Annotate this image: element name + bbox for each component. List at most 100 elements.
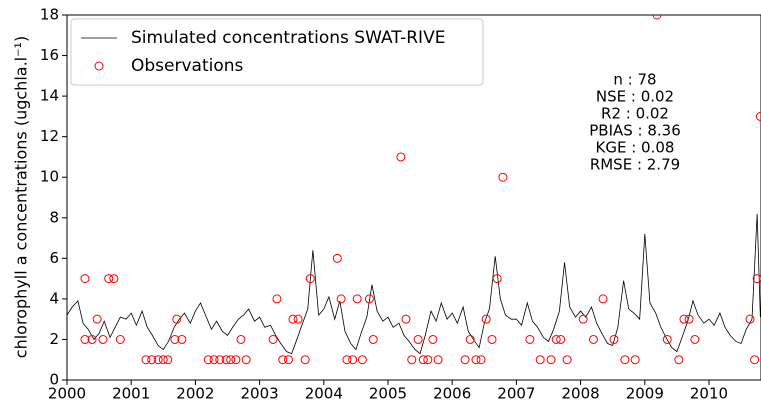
observation-point (465, 334, 475, 344)
stats-annotation: NSE : 0.02 (596, 88, 674, 106)
observation-point (141, 355, 151, 365)
x-tick-label: 2010 (690, 385, 728, 403)
y-tick-label: 12 (40, 127, 59, 145)
simulated-line (67, 213, 761, 355)
x-tick-label: 2003 (241, 385, 279, 403)
stats-annotation: n : 78 (613, 71, 656, 89)
plot-area (67, 15, 761, 365)
x-tick-label: 2006 (433, 385, 471, 403)
observation-point (679, 314, 689, 324)
observation-point (109, 274, 119, 284)
observation-point (487, 334, 497, 344)
observation-point (158, 355, 168, 365)
observation-point (750, 355, 760, 365)
stats-annotation: RMSE : 2.79 (590, 156, 680, 174)
observation-point (551, 334, 561, 344)
observation-point (342, 355, 352, 365)
observation-point (690, 334, 700, 344)
y-tick-label: 8 (49, 208, 59, 226)
legend-label: Observations (131, 56, 244, 76)
observation-point (546, 355, 556, 365)
x-tick-label: 2009 (626, 385, 664, 403)
stats-annotation: KGE : 0.08 (596, 139, 675, 157)
observation-point (352, 294, 362, 304)
observation-point (283, 355, 293, 365)
stats-annotation: R2 : 0.02 (601, 105, 669, 123)
observation-point (80, 334, 90, 344)
observation-point (652, 15, 662, 20)
observation-point (598, 294, 608, 304)
observation-point (153, 355, 163, 365)
observation-point (674, 355, 684, 365)
x-tick-label: 2005 (369, 385, 407, 403)
observation-point (226, 355, 236, 365)
observation-point (336, 294, 346, 304)
observation-point (92, 314, 102, 324)
x-tick-label: 2002 (176, 385, 214, 403)
observation-point (630, 355, 640, 365)
observation-point (578, 314, 588, 324)
observation-point (755, 111, 761, 121)
observation-point (357, 355, 367, 365)
observation-point (236, 334, 246, 344)
observation-point (163, 355, 173, 365)
plot-frame (66, 14, 761, 381)
observation-point (662, 334, 672, 344)
observation-point (364, 294, 374, 304)
observation-point (562, 355, 572, 365)
x-tick-label: 2001 (112, 385, 150, 403)
observation-point (172, 314, 182, 324)
observation-point (556, 334, 566, 344)
observation-point (525, 334, 535, 344)
legend-marker (94, 61, 104, 71)
legend-label: Simulated concentrations SWAT-RIVE (131, 28, 445, 48)
observation-point (80, 274, 90, 284)
observation-point (104, 274, 114, 284)
x-tick-label: 2008 (562, 385, 600, 403)
observation-point (471, 355, 481, 365)
y-tick-label: 14 (40, 87, 59, 105)
observation-point (87, 334, 97, 344)
observation-point (147, 355, 157, 365)
observation-point (241, 355, 251, 365)
observation-point (170, 334, 180, 344)
observation-point (368, 334, 378, 344)
observation-point (609, 334, 619, 344)
observation-point (203, 355, 213, 365)
observation-point (305, 274, 315, 284)
y-tick-label: 4 (49, 289, 59, 307)
x-tick-label: 2007 (497, 385, 535, 403)
observation-point (433, 355, 443, 365)
observation-point (215, 355, 225, 365)
observation-point (268, 334, 278, 344)
observation-point (407, 355, 417, 365)
observation-point (413, 334, 423, 344)
observation-point (418, 355, 428, 365)
observation-point (752, 274, 761, 284)
observation-point (620, 355, 630, 365)
observation-point (272, 294, 282, 304)
y-tick-label: 0 (49, 371, 59, 389)
observation-point (348, 355, 358, 365)
observation-point (332, 253, 342, 263)
observation-point (498, 172, 508, 182)
observation-point (428, 334, 438, 344)
observation-point (401, 314, 411, 324)
observation-point (115, 334, 125, 344)
observation-point (423, 355, 433, 365)
observation-point (293, 314, 303, 324)
observation-point (98, 334, 108, 344)
observation-point (481, 314, 491, 324)
y-tick-label: 16 (40, 46, 59, 64)
observation-point (535, 355, 545, 365)
observation-point (460, 355, 470, 365)
y-axis-label: chlorophyll a concentrations (ugchla.l⁻¹… (12, 36, 31, 358)
y-tick-label: 10 (40, 168, 59, 186)
observation-point (492, 274, 502, 284)
observation-point (209, 355, 219, 365)
observation-point (300, 355, 310, 365)
stats-annotation: PBIAS : 8.36 (589, 122, 681, 140)
observation-point (221, 355, 231, 365)
observation-point (278, 355, 288, 365)
